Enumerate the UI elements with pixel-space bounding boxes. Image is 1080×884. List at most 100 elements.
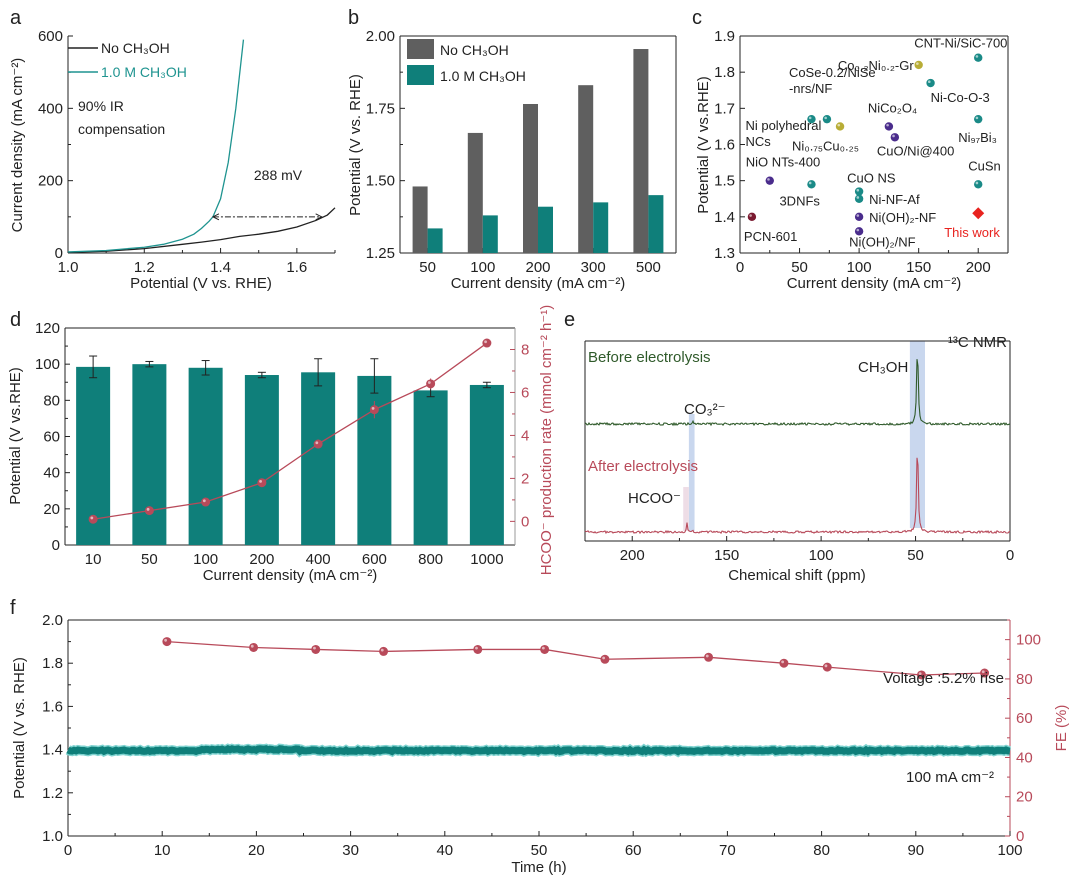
panel-c-point xyxy=(854,187,864,196)
panel-b-y-label: Potential (V vs. RHE) xyxy=(347,74,364,216)
panel-d-rate-point-highlight xyxy=(90,516,94,520)
panel-f-fe-point-highlight xyxy=(313,646,316,650)
panel-f-xtick-label: 50 xyxy=(531,842,548,859)
panel-letter-b: b xyxy=(348,7,359,29)
panel-d-rate-point xyxy=(201,497,211,507)
panel-e-xtick-label: 200 xyxy=(620,547,645,564)
panel-c-point-label: NiCo₂O₄ xyxy=(868,100,917,115)
panel-c-point-highlight xyxy=(856,196,860,199)
panel-c-point-label: CuSn xyxy=(968,158,1001,173)
panel-b-x-label: Current density (mA cm⁻²) xyxy=(451,275,626,292)
panel-letter-e: e xyxy=(564,309,575,331)
panel-f-voltage-annotation: Voltage :5.2% rise xyxy=(883,670,1004,687)
panel-f-ytick-right-label: 80 xyxy=(1016,671,1033,688)
panel-f-ytick-label: 1.0 xyxy=(42,828,63,845)
panel-c-point-label: Co₀.₂Ni₀.₂-Gr xyxy=(838,58,914,73)
panel-a-legend-label: No CH₃OH xyxy=(101,40,170,56)
panel-c-ytick-label: 1.8 xyxy=(714,64,735,81)
panel-a-series-line xyxy=(67,207,336,253)
panel-b-ytick-label: 1.50 xyxy=(366,173,395,190)
panel-c-point-label: Ni(OH)₂/NF xyxy=(849,234,915,249)
panel-d-rate-line xyxy=(93,342,488,520)
panel-f-fe-point xyxy=(162,637,172,647)
panel-d-ytick-right-label: 6 xyxy=(521,384,529,401)
panel-c-ytick-label: 1.5 xyxy=(714,173,735,190)
panel-c-point-label: Ni(OH)₂-NF xyxy=(869,210,936,225)
panel-f-fe-point-highlight xyxy=(981,670,985,674)
panel-c-xtick-label: 200 xyxy=(966,259,991,276)
panel-a-arrowheads xyxy=(211,213,323,221)
panel-d-rate-point-highlight xyxy=(484,340,487,344)
panel-f-ytick-label: 2.0 xyxy=(42,612,63,629)
panel-c-point-highlight xyxy=(886,123,889,127)
panel-f-ytick-right-label: 100 xyxy=(1016,632,1041,649)
panel-c-point xyxy=(747,212,757,222)
panel-a-xtick-label: 1.4 xyxy=(210,259,231,276)
panel-e-hcoo-label: HCOO⁻ xyxy=(628,490,681,507)
panel-a-series-line xyxy=(67,39,245,253)
panel-d-xtick-label: 1000 xyxy=(470,551,503,568)
panel-d-bar xyxy=(132,364,167,545)
panel-c-point-highlight xyxy=(975,55,979,58)
panel-c-point-highlight xyxy=(808,181,812,185)
panel-a-annotation: 90% IR xyxy=(78,98,124,114)
panel-c-point xyxy=(914,60,923,70)
panel-d-xtick-label: 600 xyxy=(362,551,387,568)
panel-c-point-label: NiO NTs-400 xyxy=(746,155,820,170)
panel-c-point-highlight xyxy=(892,134,895,138)
panel-b-bar xyxy=(578,85,594,253)
panel-a-ytick-label: 0 xyxy=(55,245,63,262)
panel-e-highlight-band xyxy=(909,341,925,528)
panel-c-point-label: Ni₉₇Bi₃ xyxy=(958,130,997,145)
panel-e-spectrum xyxy=(584,359,1011,427)
panel-f-xtick-label: 90 xyxy=(907,842,924,859)
panel-d-ytick-label: 0 xyxy=(52,537,60,554)
panel-b-legend-swatch xyxy=(407,65,434,85)
panel-c-point-label: Ni-Co-O-3 xyxy=(931,90,990,105)
panel-f-fe-point xyxy=(600,654,610,664)
panel-c-y-label: Potential (V vs.RHE) xyxy=(695,76,712,214)
panel-d-y-right-label: HCOO⁻ production rate (mmol cm⁻² h⁻¹) xyxy=(538,305,555,575)
panel-c-point xyxy=(926,78,935,88)
panel-c-xtick-label: 150 xyxy=(906,259,931,276)
panel-c-point xyxy=(974,114,983,124)
panel-c-point-label: Ni₀.₇₅Cu₀.₂₅ xyxy=(792,138,859,153)
panel-c-point-highlight xyxy=(808,116,812,120)
panel-c-point xyxy=(822,114,832,124)
panel-d-ytick-label: 120 xyxy=(35,320,60,337)
panel-f-y-right-label: FE (%) xyxy=(1053,705,1070,752)
panel-c-xtick-label: 50 xyxy=(791,259,808,276)
panel-d-rate-point-highlight xyxy=(146,507,150,511)
panel-f-ytick-label: 1.8 xyxy=(42,655,63,672)
panel-c-point xyxy=(835,122,845,131)
panel-c-x-label: Current density (mA cm⁻²) xyxy=(787,275,962,292)
panel-d-rate-point xyxy=(369,405,379,415)
panel-c-point-label: CuO NS xyxy=(847,171,896,186)
panel-c-point xyxy=(974,53,983,62)
panel-f-potential-trace xyxy=(66,745,1011,756)
panel-c-point-label: PCN-601 xyxy=(744,229,797,244)
panel-c-point-label: NCs xyxy=(745,134,771,149)
panel-e-x-label: Chemical shift (ppm) xyxy=(728,567,866,584)
panel-f-ytick-label: 1.2 xyxy=(42,785,63,802)
panel-f-fe-line xyxy=(166,640,985,676)
panel-b-xtick-label: 50 xyxy=(419,259,436,276)
panel-f-ytick-label: 1.6 xyxy=(42,698,63,715)
panel-f-fe-point xyxy=(473,644,483,654)
panel-d-ytick-label: 40 xyxy=(43,465,60,482)
panel-b-bar xyxy=(482,215,498,253)
panel-c-xtick-label: 100 xyxy=(847,259,872,276)
panel-e-nmr-title: ¹³C NMR xyxy=(948,334,1007,351)
panel-c-point-label: This work xyxy=(944,225,1000,240)
panel-e-before-label: Before electrolysis xyxy=(588,349,711,366)
panel-f-fe-point-highlight xyxy=(380,648,384,652)
panel-e-highlight-band xyxy=(688,414,695,531)
panel-c-point xyxy=(884,122,894,131)
panel-b-xtick-label: 500 xyxy=(636,259,661,276)
panel-b-xtick-label: 300 xyxy=(581,259,606,276)
panel-a-annotation: compensation xyxy=(78,121,165,137)
panel-e-spectrum xyxy=(584,457,1011,535)
panel-c-point xyxy=(890,133,900,142)
panel-e-xtick-label: 0 xyxy=(1006,547,1014,564)
